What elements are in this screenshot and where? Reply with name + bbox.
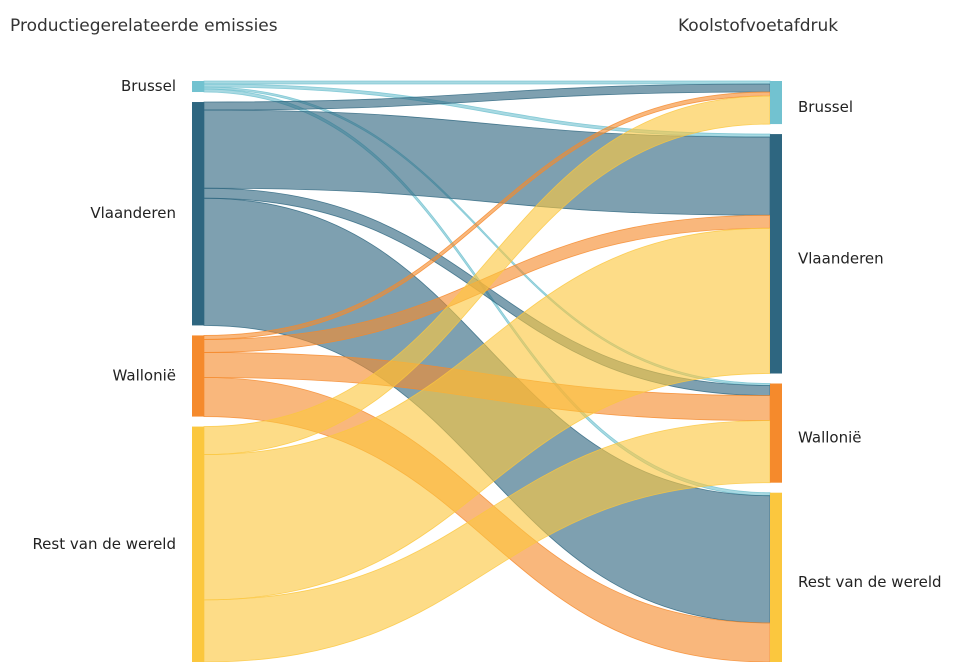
node-label: Rest van de wereld	[32, 535, 176, 553]
link	[203, 227, 771, 601]
node	[770, 81, 782, 125]
node	[770, 383, 782, 483]
node	[770, 134, 782, 374]
left-column-title: Productiegerelateerde emissies	[10, 16, 278, 36]
nodes: Brussel Vlaanderen Wallonië Rest van de wer…	[32, 77, 942, 662]
right-column-title: Koolstofvoetafdruk	[678, 16, 838, 36]
node-label: Wallonië	[798, 429, 861, 447]
node	[192, 426, 204, 662]
link	[203, 80, 771, 85]
node-label: Wallonië	[113, 366, 176, 384]
node-label: Brussel	[798, 98, 853, 116]
link	[203, 420, 771, 662]
node	[192, 335, 204, 417]
links	[203, 80, 771, 662]
node-label: Brussel	[121, 77, 176, 95]
node-label: Rest van de wereld	[798, 573, 942, 591]
node	[770, 492, 782, 662]
node-label: Vlaanderen	[90, 204, 176, 222]
node-label: Vlaanderen	[798, 249, 884, 267]
node	[192, 81, 204, 93]
node	[192, 102, 204, 326]
